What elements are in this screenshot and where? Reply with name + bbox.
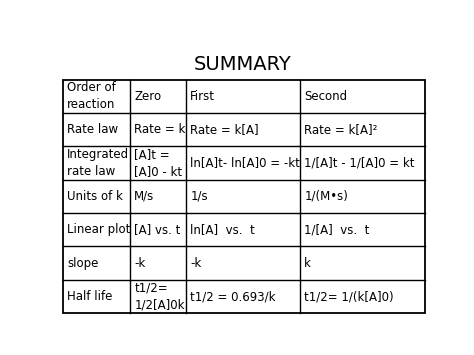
Text: Rate = k[A]²: Rate = k[A]² <box>304 123 378 136</box>
Text: 1/[A]  vs.  t: 1/[A] vs. t <box>304 223 370 236</box>
Text: Zero: Zero <box>134 90 162 103</box>
Text: [A] vs. t: [A] vs. t <box>134 223 181 236</box>
Text: -k: -k <box>134 257 146 270</box>
Text: t1/2 = 0.693/k: t1/2 = 0.693/k <box>191 290 276 303</box>
Text: Half life: Half life <box>67 290 113 303</box>
Text: First: First <box>191 90 215 103</box>
Text: Integrated
rate law: Integrated rate law <box>67 148 129 178</box>
Text: Units of k: Units of k <box>67 190 123 203</box>
Text: t1/2= 1/(k[A]0): t1/2= 1/(k[A]0) <box>304 290 394 303</box>
Text: Rate = k[A]: Rate = k[A] <box>191 123 259 136</box>
Text: Rate = k: Rate = k <box>134 123 186 136</box>
Text: t1/2=
1/2[A]0k: t1/2= 1/2[A]0k <box>134 282 185 311</box>
Text: slope: slope <box>67 257 99 270</box>
Text: 1/s: 1/s <box>191 190 208 203</box>
Bar <box>63 80 425 313</box>
Text: Second: Second <box>304 90 347 103</box>
Text: Rate law: Rate law <box>67 123 118 136</box>
Text: M/s: M/s <box>134 190 155 203</box>
Text: ln[A]t- ln[A]0 = -kt: ln[A]t- ln[A]0 = -kt <box>191 157 300 169</box>
Text: SUMMARY: SUMMARY <box>194 55 292 74</box>
Text: Order of
reaction: Order of reaction <box>67 81 116 111</box>
Text: Linear plot: Linear plot <box>67 223 131 236</box>
Text: 1/(M•s): 1/(M•s) <box>304 190 348 203</box>
Text: k: k <box>304 257 311 270</box>
Text: ln[A]  vs.  t: ln[A] vs. t <box>191 223 255 236</box>
Text: -k: -k <box>191 257 201 270</box>
Text: 1/[A]t - 1/[A]0 = kt: 1/[A]t - 1/[A]0 = kt <box>304 157 415 169</box>
Text: [A]t =
[A]0 - kt: [A]t = [A]0 - kt <box>134 148 182 178</box>
